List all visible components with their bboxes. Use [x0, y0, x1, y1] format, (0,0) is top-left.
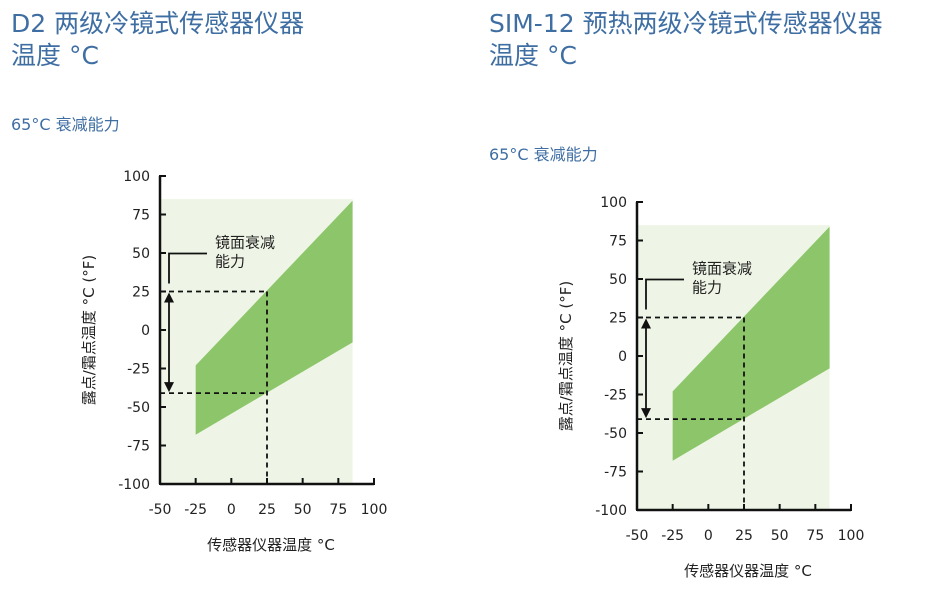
x-tick-label: -50: [149, 502, 172, 518]
chart-title: D2 两级冷镜式传感器仪器 温度 °C: [11, 8, 304, 72]
range-arrow-head-down: [164, 382, 174, 393]
x-tick-label: -25: [661, 528, 684, 544]
chart-plot: 100 75 50 25 0 -25 -50 -75 -100 -50 -25 0 25 50 75 100 传…: [80, 169, 388, 554]
x-tick-label: -50: [626, 528, 649, 544]
x-tick-label: 50: [771, 528, 789, 544]
chart-panel-d2: D2 两级冷镜式传感器仪器 温度 °C 65°C 衰减能力 100 75 50 25 0…: [11, 8, 388, 554]
callout-label-line-1: 镜面衰减: [215, 234, 275, 252]
chart-title-line-2: 温度 °C: [11, 41, 99, 70]
x-tick-label: 25: [258, 502, 276, 518]
capability-band: [195, 200, 353, 435]
y-tick-label: 100: [123, 169, 150, 185]
chart-title-line-2: 温度 °C: [489, 41, 577, 70]
y-tick-label: -25: [127, 362, 150, 378]
y-tick-label: -50: [604, 426, 627, 442]
y-tick-label: 25: [609, 311, 627, 327]
x-tick-label: 100: [361, 502, 388, 518]
callout-label-line-1: 镜面衰减: [692, 260, 752, 278]
x-axis-title: 传感器仪器温度 °C: [684, 562, 812, 580]
callout-leader-line: [168, 252, 207, 284]
range-arrow-head-up: [164, 292, 174, 303]
x-tick-label: 0: [227, 502, 236, 518]
callout-label-line-2: 能力: [692, 279, 722, 297]
y-tick-label: -100: [595, 503, 627, 519]
y-axis-title: 露点/霜点温度 °C (°F): [557, 281, 575, 431]
x-axis-title: 传感器仪器温度 °C: [207, 536, 335, 554]
chart-title-line-1: SIM-12 预热两级冷镜式传感器仪器: [489, 9, 883, 38]
x-tick-label: 75: [329, 502, 347, 518]
y-tick-label: -75: [604, 465, 627, 481]
chart-panel-sim12: SIM-12 预热两级冷镜式传感器仪器 温度 °C 65°C 衰减能力 100 7…: [469, 0, 938, 611]
x-tick-label: 75: [806, 528, 824, 544]
y-tick-label: -75: [127, 439, 150, 455]
chart-subtitle: 65°C 衰减能力: [11, 115, 120, 134]
y-tick-label: 50: [132, 246, 150, 262]
chart-plot: 100 75 50 25 0 -25 -50 -75 -100 -50 -25 0 25 50 75 100 传…: [557, 195, 865, 580]
callout-leader-line: [645, 278, 684, 310]
x-tick-label: 25: [735, 528, 753, 544]
y-tick-label: -100: [118, 477, 150, 493]
y-tick-label: 100: [600, 195, 627, 211]
chart-title-line-1: D2 两级冷镜式传感器仪器: [11, 9, 305, 38]
y-tick-label: 75: [132, 208, 150, 224]
callout-label-line-2: 能力: [215, 253, 245, 271]
y-tick-label: 0: [618, 349, 627, 365]
x-tick-label: 50: [294, 502, 312, 518]
chart-subtitle: 65°C 衰减能力: [489, 145, 598, 164]
x-tick-label: -25: [184, 502, 207, 518]
x-tick-label: 0: [704, 528, 713, 544]
x-tick-label: 100: [838, 528, 865, 544]
y-tick-label: -25: [604, 388, 627, 404]
range-arrow-head-down: [641, 408, 651, 419]
y-tick-label: 25: [132, 285, 150, 301]
capability-band: [672, 226, 830, 461]
y-tick-label: 75: [609, 234, 627, 250]
y-tick-label: -50: [127, 400, 150, 416]
y-axis-title: 露点/霜点温度 °C (°F): [80, 255, 98, 405]
chart-title: SIM-12 预热两级冷镜式传感器仪器 温度 °C: [489, 8, 883, 72]
y-tick-label: 50: [609, 272, 627, 288]
y-tick-label: 0: [141, 323, 150, 339]
range-arrow-head-up: [641, 318, 651, 329]
